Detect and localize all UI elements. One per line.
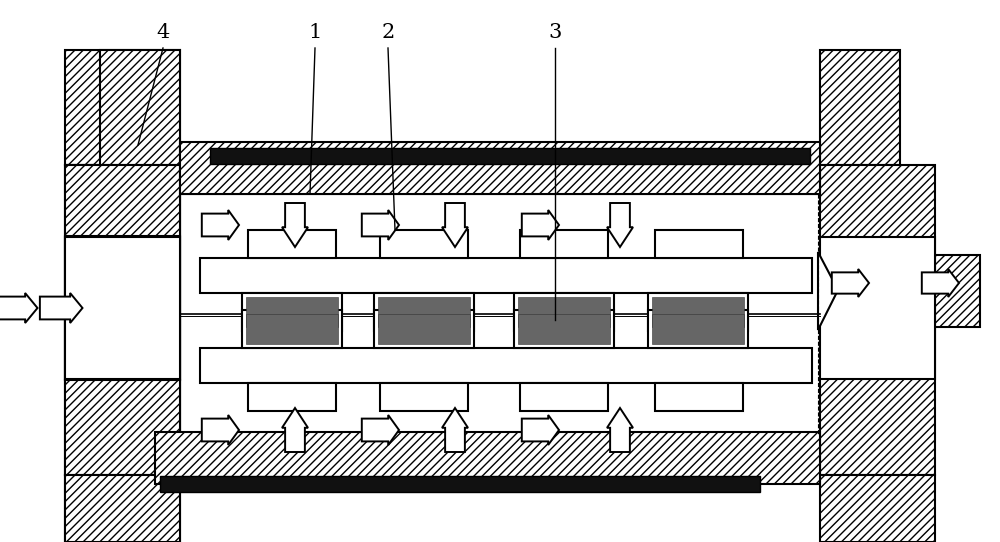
Polygon shape [922,269,959,297]
Polygon shape [202,415,239,445]
Bar [248,383,336,411]
Bar [652,297,744,327]
Bar [655,383,743,411]
Bar [180,142,820,194]
Polygon shape [0,293,38,323]
Bar [242,310,342,348]
Bar [518,314,610,344]
Polygon shape [607,408,633,452]
Bar [100,50,180,165]
Text: 3: 3 [548,23,562,42]
Bar [655,230,743,258]
Bar [65,475,180,542]
Bar [378,314,470,344]
Bar [65,165,180,380]
Bar [246,314,338,344]
Bar [155,432,820,484]
Bar [246,297,338,327]
Bar [820,165,935,475]
Bar [200,258,812,293]
Polygon shape [607,203,633,247]
Polygon shape [818,252,838,330]
Bar [160,476,760,492]
Polygon shape [40,293,82,323]
Bar [180,194,820,434]
Bar [65,50,180,165]
Bar [200,348,812,383]
Bar [652,314,744,344]
Bar [65,236,180,380]
Polygon shape [282,408,308,452]
Bar [514,310,614,348]
Text: 1: 1 [308,23,322,42]
Polygon shape [522,210,559,240]
Bar [242,293,342,331]
Bar [374,293,474,331]
Polygon shape [442,203,468,247]
Bar [65,237,180,379]
Bar [520,383,608,411]
Bar [514,293,614,331]
Bar [935,255,980,327]
Bar [378,297,470,327]
Polygon shape [522,415,559,445]
Text: 4: 4 [156,23,170,42]
Bar [380,230,468,258]
Bar [820,50,900,165]
Bar [518,297,610,327]
Bar [210,148,810,164]
Bar [820,475,935,542]
Bar [65,165,180,475]
Polygon shape [202,210,239,240]
Bar [380,383,468,411]
Bar [820,237,935,379]
Text: 2: 2 [381,23,395,42]
Bar [65,380,180,475]
Polygon shape [362,415,399,445]
Polygon shape [282,203,308,247]
Polygon shape [442,408,468,452]
Bar [374,310,474,348]
Bar [648,293,748,331]
Bar [65,475,180,542]
Polygon shape [832,269,869,297]
Bar [648,310,748,348]
Bar [520,230,608,258]
Polygon shape [362,210,399,240]
Bar [248,230,336,258]
